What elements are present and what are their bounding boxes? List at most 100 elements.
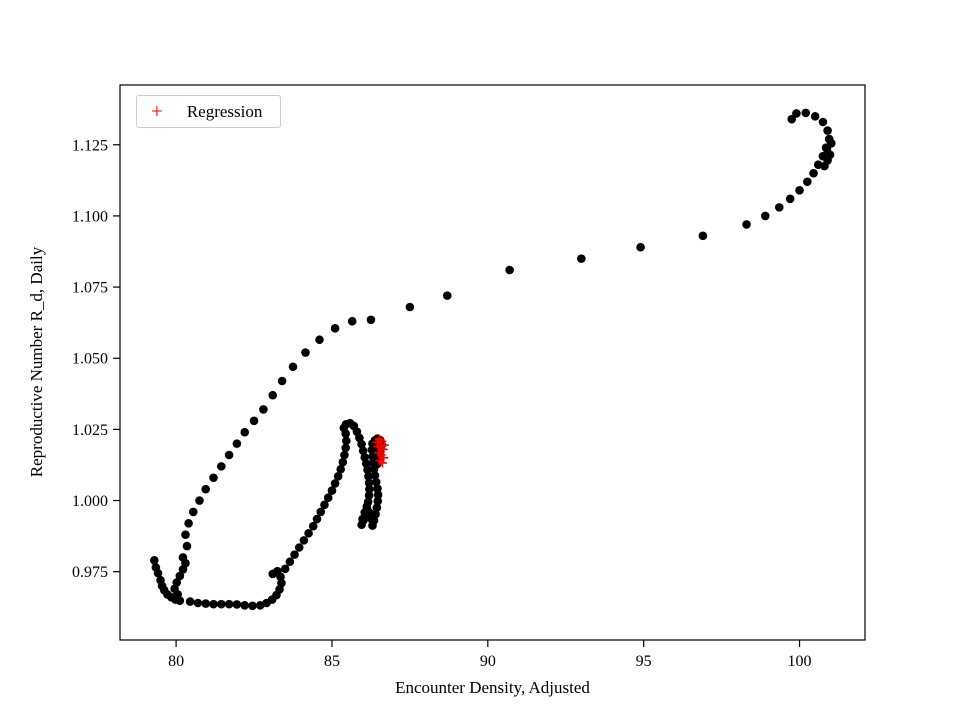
data-point — [320, 500, 329, 510]
y-tick-label: 1.000 — [72, 493, 108, 510]
data-point — [505, 265, 514, 275]
data-point — [224, 450, 234, 460]
data-point — [330, 479, 340, 488]
data-point — [175, 571, 185, 581]
data-point — [184, 519, 193, 528]
data-point — [182, 541, 192, 551]
data-point — [373, 496, 383, 506]
data-point — [809, 168, 818, 178]
data-point — [792, 109, 801, 118]
x-tick-label: 90 — [480, 653, 496, 670]
data-point — [330, 324, 340, 333]
data-point — [803, 177, 812, 187]
data-point — [364, 491, 374, 500]
data-point — [149, 556, 159, 565]
data-point — [209, 599, 218, 609]
data-point — [787, 114, 797, 124]
data-point — [280, 564, 290, 574]
data-point — [340, 450, 349, 460]
data-point — [172, 578, 182, 587]
y-axis-label: Reproductive Number R_d, Daily — [27, 246, 46, 478]
data-point — [785, 194, 795, 204]
data-point — [323, 493, 333, 502]
data-point — [373, 484, 382, 493]
data-point — [315, 335, 324, 345]
data-point — [294, 543, 304, 552]
y-tick-label: 1.025 — [72, 422, 108, 439]
data-point — [358, 446, 368, 456]
data-point — [774, 203, 784, 212]
data-point — [188, 507, 198, 517]
legend-label: Regression — [186, 101, 263, 121]
data-point — [636, 242, 645, 252]
data-point — [371, 509, 380, 519]
data-point — [312, 514, 322, 524]
data-point — [201, 484, 211, 494]
data-point — [185, 597, 195, 606]
data-point — [240, 600, 249, 610]
data-point — [277, 376, 287, 386]
data-point — [201, 599, 211, 608]
data-point — [259, 405, 268, 414]
x-axis-label: Encounter Density, Adjusted — [395, 678, 590, 697]
data-point — [224, 599, 234, 609]
x-tick-label: 95 — [636, 653, 652, 670]
data-point — [365, 484, 374, 494]
data-point — [316, 507, 326, 517]
x-tick-label: 80 — [168, 653, 184, 670]
data-point — [249, 416, 259, 426]
data-point — [248, 601, 257, 611]
legend: + Regression — [136, 95, 282, 128]
data-point — [372, 503, 382, 512]
data-point — [358, 514, 367, 524]
data-point — [341, 443, 350, 453]
y-tick-label: 0.975 — [72, 564, 108, 581]
data-point — [217, 462, 226, 471]
axes-frame — [119, 84, 866, 641]
data-point — [795, 186, 804, 195]
data-point — [209, 473, 218, 483]
x-tick-label: 100 — [788, 653, 812, 670]
data-point — [327, 486, 337, 495]
data-point — [240, 427, 249, 437]
y-tick-label: 1.075 — [72, 280, 108, 297]
data-point — [698, 231, 708, 241]
data-point — [373, 490, 383, 500]
regression-point — [377, 458, 387, 468]
data-point — [288, 362, 298, 372]
data-point — [760, 211, 770, 221]
data-point — [371, 477, 381, 487]
data-point — [818, 117, 828, 127]
data-point — [285, 557, 295, 567]
data-point — [193, 598, 203, 608]
data-point — [823, 126, 832, 135]
data-point — [308, 521, 318, 531]
data-point — [357, 439, 366, 449]
y-tick-label: 1.125 — [72, 137, 108, 154]
regression-point — [379, 440, 389, 450]
data-point — [232, 439, 242, 448]
data-point — [178, 553, 188, 562]
data-point — [195, 496, 204, 505]
data-point — [232, 600, 242, 609]
data-point — [810, 112, 820, 121]
y-tick-label: 1.050 — [72, 351, 108, 368]
data-point — [299, 536, 309, 545]
data-point — [268, 569, 278, 579]
data-point — [364, 472, 373, 481]
data-point — [405, 302, 415, 312]
data-point — [742, 220, 751, 229]
data-point — [827, 139, 836, 148]
data-point — [336, 464, 345, 474]
data-point — [577, 254, 586, 263]
data-point — [347, 316, 357, 326]
plus-marker-icon: + — [151, 99, 163, 123]
data-point — [801, 108, 811, 118]
data-point — [333, 472, 343, 481]
data-point — [304, 528, 313, 538]
data-point — [363, 465, 372, 475]
data-point — [338, 457, 348, 467]
x-tick-label: 85 — [324, 653, 340, 670]
